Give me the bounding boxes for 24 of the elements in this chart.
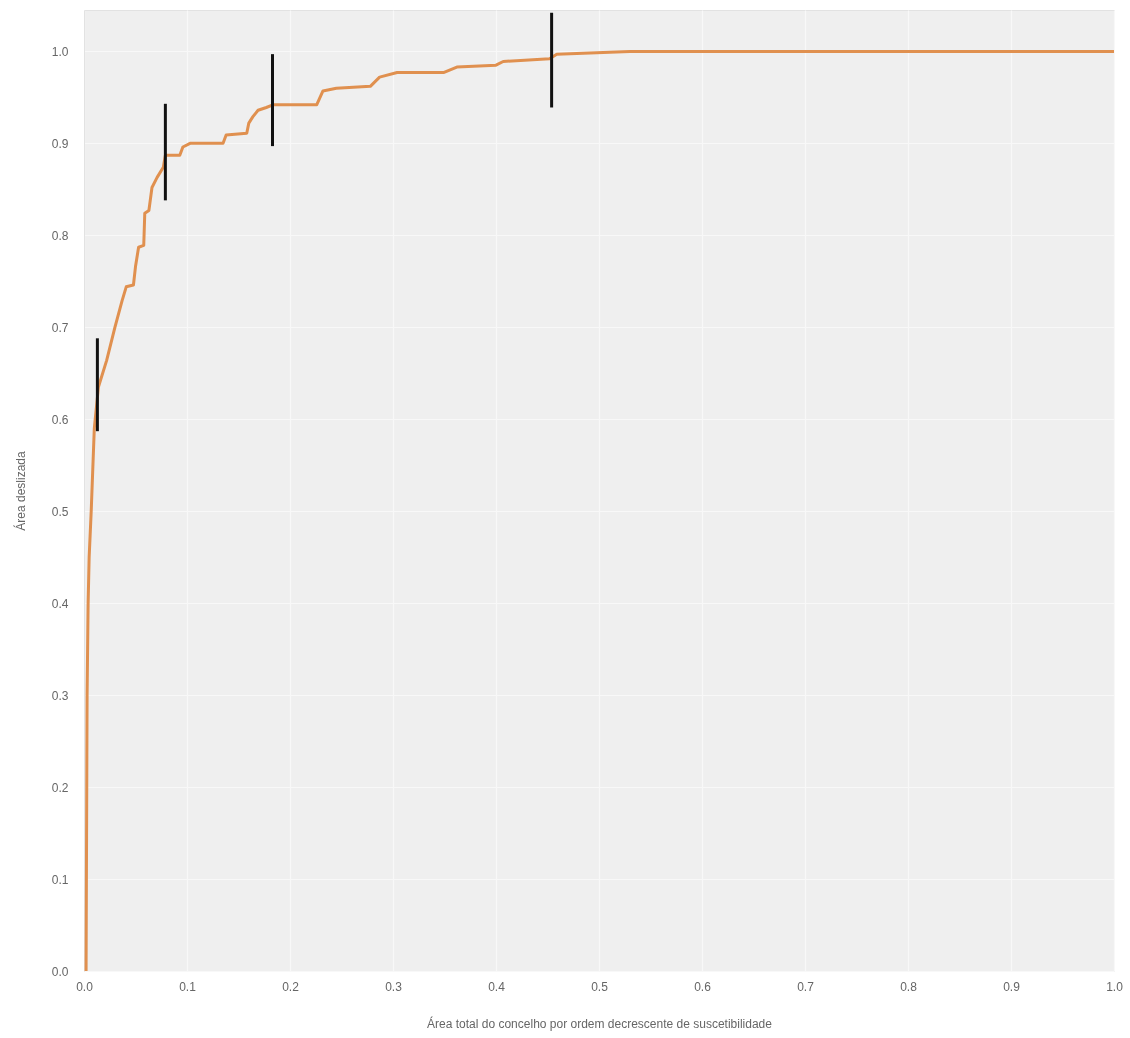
y-tick-label: 0.5 xyxy=(51,504,69,519)
x-tick-label: 0.4 xyxy=(488,979,506,994)
y-tick-label: 0.0 xyxy=(51,964,69,979)
x-tick-label: 0.0 xyxy=(76,979,94,994)
x-tick-label: 0.6 xyxy=(694,979,712,994)
y-tick-label: 0.4 xyxy=(51,596,69,611)
y-tick-label: 0.9 xyxy=(51,136,69,151)
y-tick-label: 0.6 xyxy=(51,412,69,427)
x-tick-label: 0.7 xyxy=(797,979,815,994)
x-axis-title: Área total do concelho por ordem decrescente de suscetibilidade xyxy=(427,1015,773,1031)
y-tick-label: 0.1 xyxy=(51,872,69,887)
y-tick-label: 0.8 xyxy=(51,228,69,243)
y-tick-label: 1.0 xyxy=(51,44,69,59)
y-tick-label: 0.2 xyxy=(51,780,69,795)
x-tick-label: 0.9 xyxy=(1003,979,1021,994)
y-axis-title: Área deslizada xyxy=(12,450,28,531)
x-tick-label: 0.1 xyxy=(179,979,197,994)
y-tick-label: 0.7 xyxy=(51,320,69,335)
x-tick-label: 0.2 xyxy=(282,979,300,994)
x-tick-label: 1.0 xyxy=(1106,979,1124,994)
x-tick-label: 0.3 xyxy=(385,979,403,994)
x-tick-label: 0.8 xyxy=(900,979,918,994)
x-tick-label: 0.5 xyxy=(591,979,609,994)
y-tick-label: 0.3 xyxy=(51,688,69,703)
